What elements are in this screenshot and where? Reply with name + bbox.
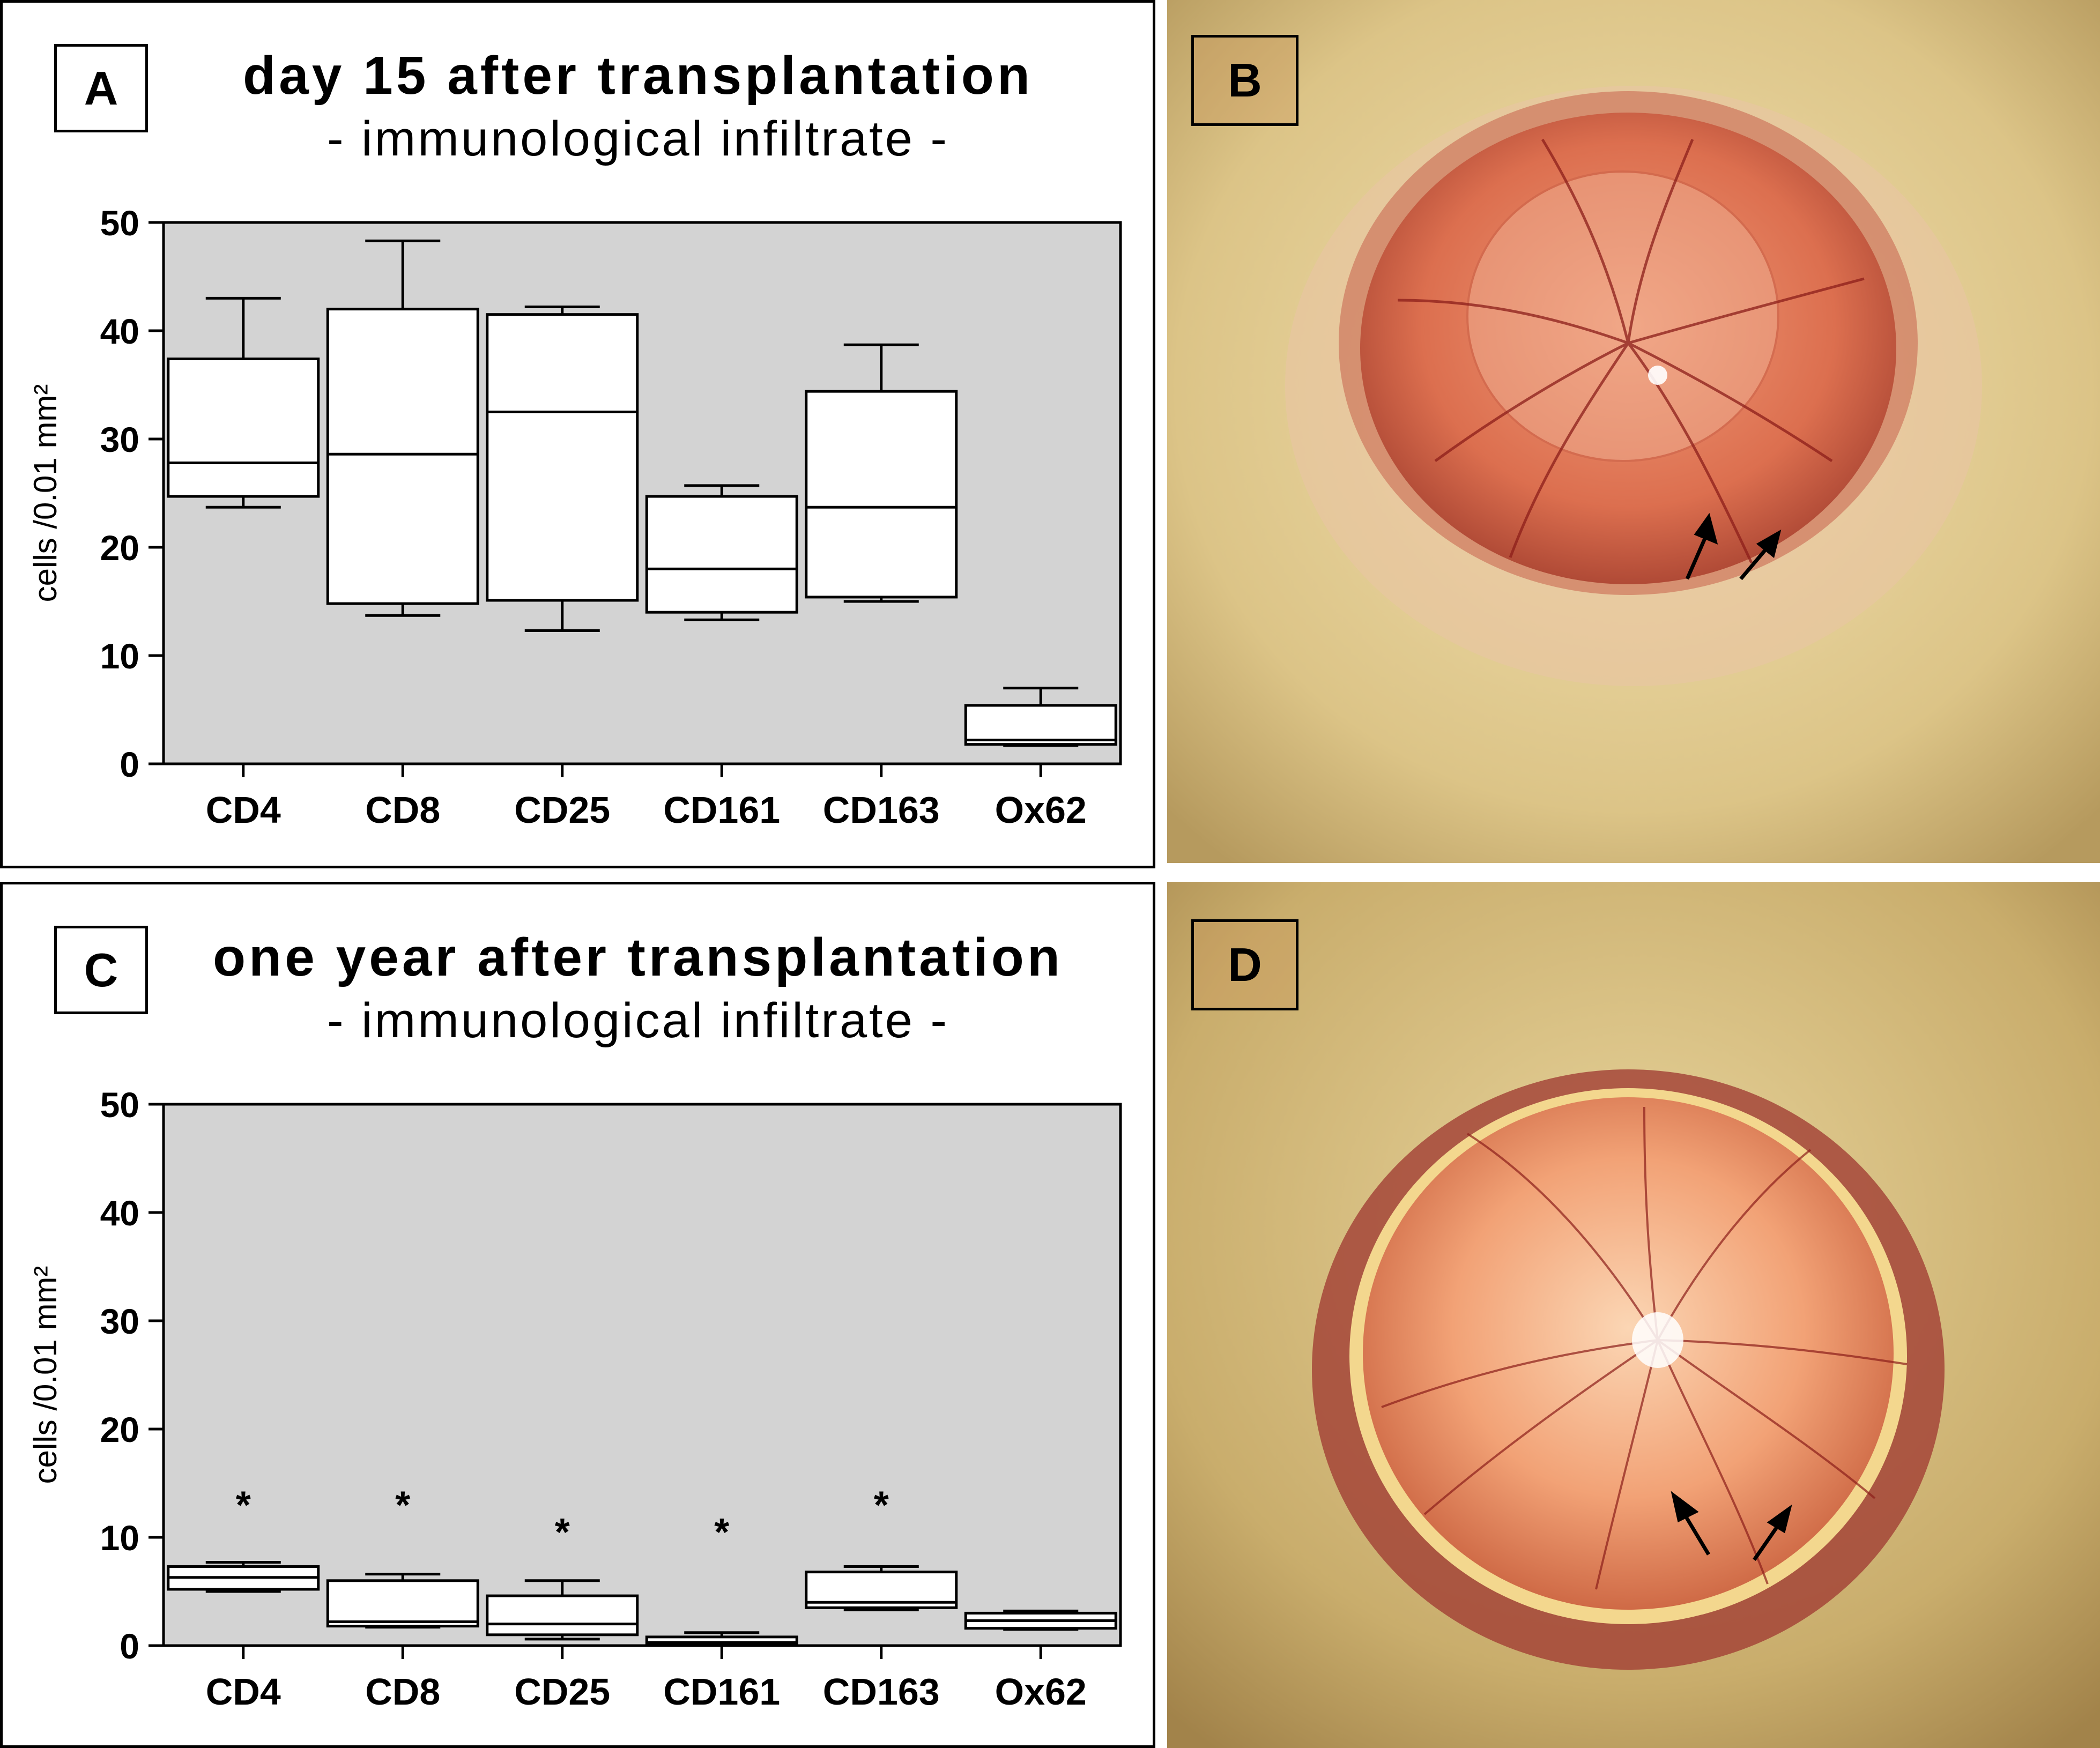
box-iqr: [645, 495, 798, 614]
y-tick-label: 50: [100, 1085, 139, 1125]
y-tick-label: 30: [100, 420, 139, 459]
panel-letter-d: D: [1191, 919, 1298, 1010]
eye-photo-one-year: [1167, 882, 2100, 1748]
y-tick-label: 20: [100, 528, 139, 568]
x-tick-label: CD25: [514, 789, 610, 831]
box-iqr: [964, 704, 1117, 746]
significance-marker: *: [874, 1484, 889, 1527]
box-cd25: [486, 1579, 639, 1641]
x-tick-label: CD25: [514, 1671, 610, 1713]
y-axis-label: cells /0.01 mm²: [27, 1266, 63, 1484]
x-tick-label: Ox62: [995, 1671, 1087, 1713]
box-iqr: [486, 1594, 639, 1637]
transplant-graft: [1466, 170, 1779, 462]
box-iqr: [326, 1579, 479, 1628]
x-tick-label: Ox62: [995, 789, 1087, 831]
panel-c-chart: C one year after transplantation - immuno…: [0, 882, 1155, 1748]
box-cd163: [805, 343, 958, 603]
box-iqr: [326, 308, 479, 605]
box-cd8: [326, 1573, 479, 1629]
significance-marker: *: [236, 1484, 251, 1527]
panel-letter-b: B: [1191, 35, 1298, 126]
y-tick-label: 40: [100, 1193, 139, 1233]
arrows: [1685, 512, 1782, 581]
iris: [1363, 1097, 1894, 1610]
y-tick-label: 10: [100, 1518, 139, 1558]
chart-subtitle: - immunological infiltrate -: [327, 993, 949, 1048]
significance-marker: *: [714, 1511, 729, 1554]
plot-area: [162, 1103, 1122, 1647]
box-cd25: [486, 306, 639, 633]
arrow-right: [1753, 1524, 1780, 1561]
chart-title: day 15 after transplantation: [243, 46, 1033, 106]
x-tick-label: CD163: [823, 1671, 940, 1713]
retinal-vessels: [1397, 138, 1865, 564]
x-tick-label: CD161: [663, 1671, 780, 1713]
panel-a-chart: A day 15 after transplantation - immunolo…: [0, 0, 1155, 868]
arrow-left: [1682, 1513, 1711, 1556]
box-iqr: [167, 358, 320, 498]
x-tick-label: CD161: [663, 789, 780, 831]
y-axis-label: cells /0.01 mm²: [27, 384, 63, 602]
box-cd4: [167, 1560, 320, 1593]
light-reflection: [1648, 366, 1667, 385]
x-tick-label: CD8: [365, 789, 440, 831]
y-tick-label: 20: [100, 1410, 139, 1449]
y-tick-label: 10: [100, 636, 139, 676]
box-iqr: [805, 390, 958, 599]
chart-title: one year after transplantation: [213, 927, 1063, 987]
arrowhead-left: [1671, 1491, 1699, 1523]
one-year-boxplot: one year after transplantation - immunolo…: [27, 927, 1122, 1713]
x-tick-label: CD4: [206, 1671, 281, 1713]
box-ox62: [964, 1609, 1117, 1631]
arrow-left: [1685, 535, 1708, 580]
panel-b-photo: B: [1167, 0, 2100, 863]
box-cd163: [805, 1565, 958, 1611]
arrowhead-left: [1694, 512, 1718, 545]
plot-area: [162, 221, 1122, 765]
arrowhead-right: [1756, 529, 1782, 559]
x-tick-label: CD163: [823, 789, 940, 831]
iris: [1360, 113, 1896, 584]
y-tick-label: 0: [120, 745, 139, 784]
eye-photo-day15: [1167, 0, 2100, 863]
chart-subtitle: - immunological infiltrate -: [327, 111, 949, 166]
arrowhead-right: [1767, 1504, 1792, 1534]
box-cd161: [645, 484, 798, 621]
y-tick-label: 30: [100, 1301, 139, 1341]
y-tick-label: 40: [100, 311, 139, 351]
arrows: [1671, 1491, 1792, 1561]
box-cd161: [645, 1631, 798, 1647]
y-tick-label: 0: [120, 1626, 139, 1666]
retinal-vessels: [1381, 1106, 1908, 1590]
box-iqr: [486, 313, 639, 602]
panel-letter-c: C: [54, 926, 148, 1014]
panel-d-photo: D: [1167, 882, 2100, 1748]
optic-disc: [1632, 1312, 1683, 1368]
significance-marker: *: [555, 1511, 570, 1554]
box-cd8: [326, 239, 479, 617]
day15-boxplot: day 15 after transplantation- immunologi…: [27, 46, 1122, 831]
box-ox62: [964, 687, 1117, 747]
panel-letter-a: A: [54, 44, 148, 132]
box-cd4: [167, 296, 320, 509]
x-tick-label: CD4: [206, 789, 281, 831]
significance-marker: *: [395, 1484, 410, 1527]
y-tick-label: 50: [100, 203, 139, 243]
x-tick-label: CD8: [365, 1671, 440, 1713]
